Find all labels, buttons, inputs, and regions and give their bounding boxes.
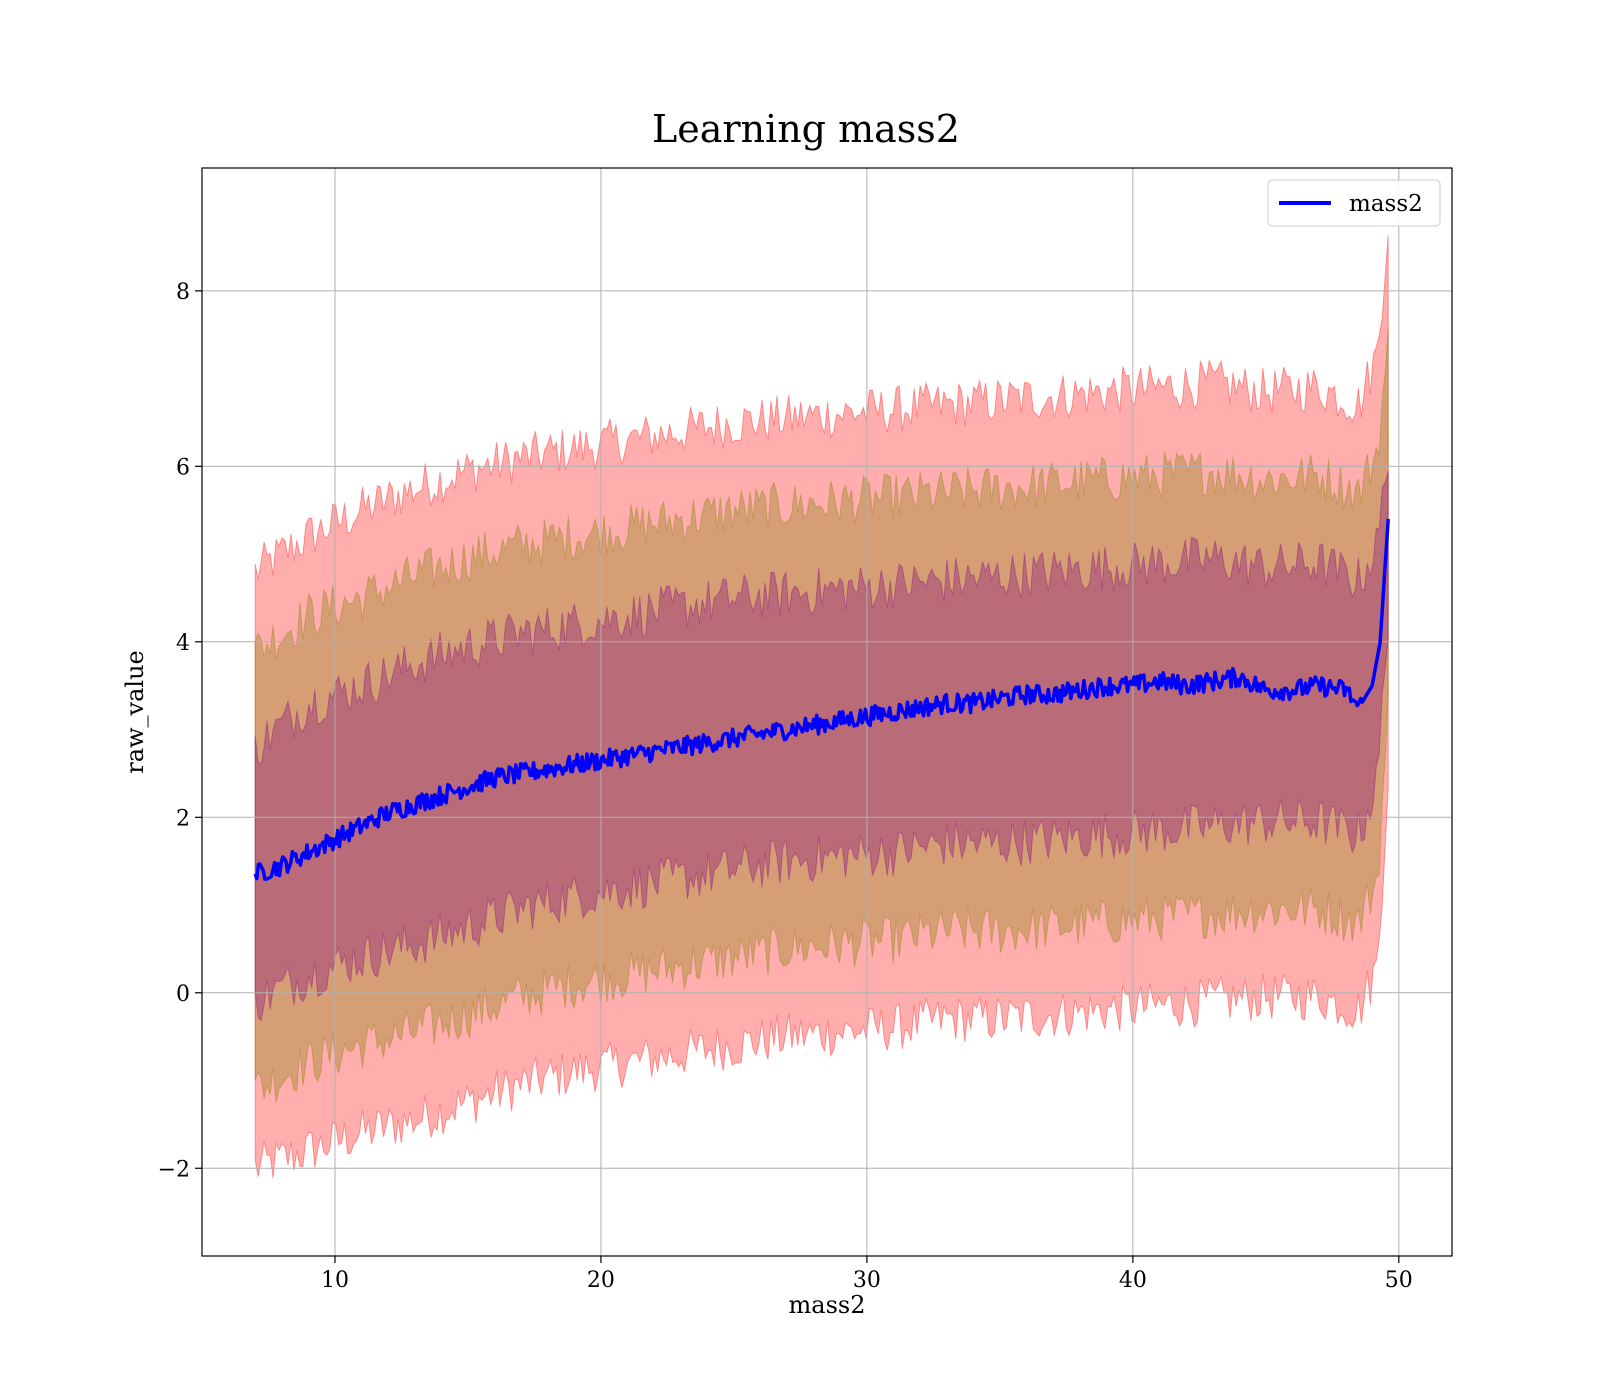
- band-1sigma: [254, 471, 1389, 1022]
- plot-frame: [201, 167, 1453, 1257]
- y-axis-ticks: −2 0 2 4 6 8: [158, 280, 202, 1182]
- series-line-mass2: [253, 518, 1390, 881]
- y-tick-label-2: 2: [176, 806, 190, 831]
- y-tick-label-4: 4: [176, 631, 190, 656]
- y-tick-label-6: 6: [176, 455, 190, 480]
- x-tick-label-10: 10: [321, 1268, 349, 1293]
- grid-lines: [202, 168, 1452, 1256]
- uncertainty-bands: [254, 235, 1389, 1179]
- x-tick-label-50: 50: [1385, 1268, 1413, 1293]
- legend: mass2: [1267, 179, 1441, 227]
- y-tick-label--2: −2: [158, 1157, 190, 1182]
- y-tick-label-8: 8: [176, 280, 190, 305]
- band-3sigma: [254, 235, 1389, 1179]
- band-2sigma: [254, 326, 1389, 1103]
- y-axis-label: raw_value: [121, 650, 149, 774]
- x-axis-ticks: 10 20 30 40 50: [321, 1256, 1413, 1293]
- series-layer: [253, 518, 1390, 881]
- y-tick-label-0: 0: [176, 982, 190, 1007]
- legend-box: [1267, 179, 1441, 227]
- x-tick-label-30: 30: [853, 1268, 881, 1293]
- x-axis-label: mass2: [789, 1291, 866, 1319]
- x-tick-label-40: 40: [1119, 1268, 1147, 1293]
- x-tick-label-20: 20: [587, 1268, 615, 1293]
- chart-title: Learning mass2: [652, 107, 960, 151]
- legend-label-mass2: mass2: [1349, 191, 1423, 217]
